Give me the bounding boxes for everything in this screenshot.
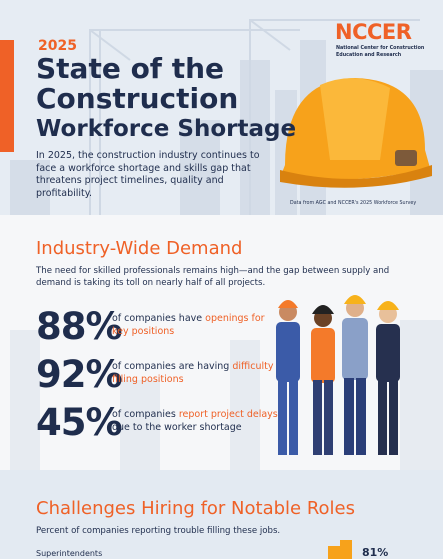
stat-text: of companies have openings for key posit… [112, 312, 282, 338]
title-line: State of the [36, 52, 225, 85]
logo-subtitle: Education and Research [336, 53, 402, 58]
stat-before: of companies [112, 409, 176, 420]
logo: NCCER [335, 20, 412, 44]
logo-subtitle: National Center for Construction [336, 46, 425, 51]
title-line: Construction [36, 82, 239, 115]
stat-highlight: report project delays [178, 409, 278, 420]
section-title: Industry-Wide Demand [36, 238, 243, 259]
role-label: Superintendents [36, 549, 103, 558]
stat-value: 92% [36, 353, 123, 396]
stat-value: 45% [36, 401, 123, 444]
section-title: Challenges Hiring for Notable Roles [36, 498, 356, 519]
stat-value: 88% [36, 305, 123, 348]
intro: In 2025, the construction industry conti… [36, 150, 260, 199]
year: 2025 [38, 38, 77, 54]
stat-before: of companies have [112, 313, 203, 324]
section-text: The need for skilled professionals remai… [36, 266, 390, 288]
stat-text: of companies report project delays due t… [112, 408, 282, 434]
source: Data from AGC and NCCER's 2025 Workforce… [290, 201, 417, 206]
stat-highlight: difficulty filling positions [112, 361, 274, 385]
stat-after: due to the worker shortage [112, 422, 242, 433]
stat-text: of companies are having difficulty filli… [112, 360, 282, 386]
role-value: 81% [362, 546, 389, 559]
title-line: Workforce Shortage [36, 116, 297, 142]
stat-highlight: openings for key positions [112, 313, 265, 337]
stat-before: of companies are having [112, 361, 230, 372]
section-subtitle: Percent of companies reporting trouble f… [36, 526, 281, 536]
